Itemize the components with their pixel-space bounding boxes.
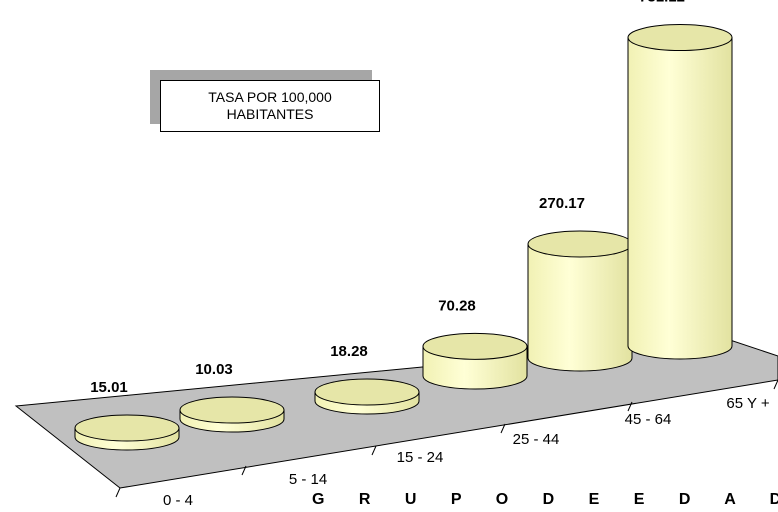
bar-body xyxy=(627,37,733,360)
bar-2 xyxy=(314,378,420,415)
value-label: 270.17 xyxy=(539,195,585,212)
category-label: 15 - 24 xyxy=(397,449,444,466)
bar-3 xyxy=(422,332,528,390)
x-tick xyxy=(773,379,778,390)
x-axis-label: G R U P O D E E D A D xyxy=(312,491,778,508)
category-label: 5 - 14 xyxy=(289,471,327,488)
bar-top xyxy=(627,24,733,52)
category-label: 25 - 44 xyxy=(513,431,560,448)
value-label: 15.01 xyxy=(90,379,128,396)
x-tick xyxy=(627,401,633,412)
x-tick xyxy=(115,487,121,498)
bar-top xyxy=(527,230,633,258)
bar-4 xyxy=(527,230,633,372)
category-label: 0 - 4 xyxy=(163,492,193,509)
bar-0 xyxy=(74,414,180,451)
bar-5 xyxy=(627,24,733,360)
value-label: 70.28 xyxy=(438,297,476,314)
category-label: 65 Y + xyxy=(726,395,769,412)
x-tick xyxy=(241,465,247,476)
legend-line-1: TASA POR 100,000 xyxy=(208,89,332,105)
bar-top xyxy=(74,414,180,442)
x-tick xyxy=(500,423,506,434)
bar-top xyxy=(179,396,285,424)
value-label: 731.12 xyxy=(639,0,685,6)
legend-line-2: HABITANTES xyxy=(226,106,314,122)
bar-body xyxy=(527,243,633,372)
bar-top xyxy=(422,332,528,360)
legend-box: TASA POR 100,000 HABITANTES xyxy=(160,80,380,132)
value-label: 10.03 xyxy=(195,361,233,378)
category-label: 45 - 64 xyxy=(625,411,672,428)
bar-1 xyxy=(179,396,285,433)
value-label: 18.28 xyxy=(330,343,368,360)
x-tick xyxy=(371,445,377,456)
bar-top xyxy=(314,378,420,406)
